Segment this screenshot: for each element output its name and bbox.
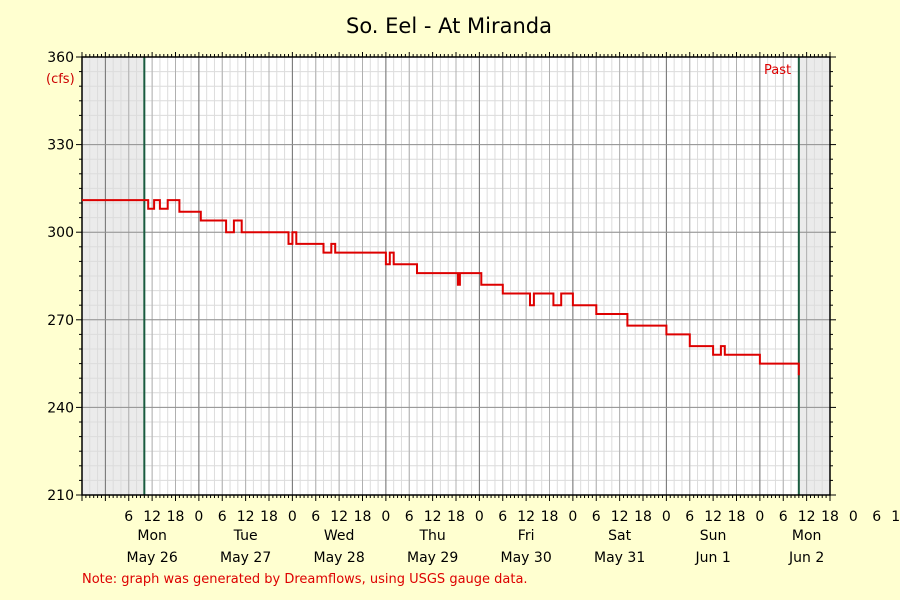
x-hour-label: 0 bbox=[381, 509, 390, 525]
x-hour-label: 18 bbox=[354, 509, 372, 525]
x-hour-label: 0 bbox=[568, 509, 577, 525]
x-hour-label: 12 bbox=[798, 509, 816, 525]
y-tick-label: 300 bbox=[47, 225, 74, 241]
x-date-label: May 31 bbox=[594, 550, 645, 566]
series-line bbox=[82, 199, 800, 376]
footer-note: Note: graph was generated by Dreamflows,… bbox=[82, 572, 528, 587]
x-hour-label: 12 bbox=[611, 509, 629, 525]
x-hour-label: 0 bbox=[288, 509, 297, 525]
x-hour-label: 12 bbox=[704, 509, 722, 525]
x-date-label: Jun 1 bbox=[695, 550, 731, 566]
x-hour-label: 18 bbox=[167, 509, 185, 525]
x-day-label: Thu bbox=[418, 528, 445, 544]
x-hour-label: 6 bbox=[779, 509, 788, 525]
x-hour-label: 6 bbox=[405, 509, 414, 525]
x-hour-label: 6 bbox=[311, 509, 320, 525]
x-hour-label: 18 bbox=[821, 509, 839, 525]
y-tick-label: 270 bbox=[47, 313, 74, 329]
x-hour-label: 6 bbox=[218, 509, 227, 525]
x-hour-label: 0 bbox=[662, 509, 671, 525]
y-tick-label: 210 bbox=[47, 488, 74, 504]
x-hour-label: 12 bbox=[891, 509, 900, 525]
x-hour-label: 12 bbox=[330, 509, 348, 525]
x-day-label: Sat bbox=[608, 528, 631, 544]
x-day-label: Mon bbox=[792, 528, 822, 544]
x-day-label: Mon bbox=[137, 528, 167, 544]
x-hour-label: 12 bbox=[517, 509, 535, 525]
x-date-label: May 29 bbox=[407, 550, 458, 566]
y-tick-label: 330 bbox=[47, 138, 74, 154]
x-date-label: May 27 bbox=[220, 550, 271, 566]
x-day-label: Fri bbox=[518, 528, 535, 544]
y-axis-unit-label: (cfs) bbox=[46, 72, 75, 87]
y-axis: 210 240 270 300 330 360 bbox=[47, 50, 836, 504]
x-day-label: Tue bbox=[233, 528, 258, 544]
x-hour-label: 6 bbox=[124, 509, 133, 525]
x-hour-label: 12 bbox=[424, 509, 442, 525]
x-date-label: Jun 2 bbox=[788, 550, 824, 566]
x-hour-label: 0 bbox=[194, 509, 203, 525]
chart-title: So. Eel - At Miranda bbox=[346, 14, 552, 38]
x-hour-label: 6 bbox=[592, 509, 601, 525]
y-tick-label: 360 bbox=[47, 50, 74, 66]
time-markers bbox=[143, 57, 800, 495]
x-hour-label: 0 bbox=[849, 509, 858, 525]
series-group bbox=[81, 199, 800, 376]
x-hour-label: 6 bbox=[872, 509, 881, 525]
x-hour-label: 12 bbox=[143, 509, 161, 525]
y-tick-label: 240 bbox=[47, 400, 74, 416]
x-hour-label: 6 bbox=[498, 509, 507, 525]
x-hour-label: 18 bbox=[447, 509, 465, 525]
x-axis: 6 12 18 0 6 12 18 0 6 12 18 0 6 12 18 0 6 12 18 0 6 12 18 0 6 12 1… bbox=[81, 52, 900, 566]
x-date-label: May 30 bbox=[501, 550, 552, 566]
x-date-label: May 28 bbox=[314, 550, 365, 566]
past-label: Past bbox=[764, 63, 791, 78]
x-day-label: Sun bbox=[700, 528, 727, 544]
x-hour-label: 18 bbox=[541, 509, 559, 525]
x-hour-label: 6 bbox=[685, 509, 694, 525]
x-hour-label: 12 bbox=[237, 509, 255, 525]
x-hour-label: 18 bbox=[634, 509, 652, 525]
x-hour-label: 0 bbox=[475, 509, 484, 525]
x-hour-label: 18 bbox=[260, 509, 278, 525]
x-hour-label: 18 bbox=[728, 509, 746, 525]
x-day-label: Wed bbox=[324, 528, 355, 544]
x-hour-label: 0 bbox=[755, 509, 764, 525]
x-date-label: May 26 bbox=[127, 550, 178, 566]
